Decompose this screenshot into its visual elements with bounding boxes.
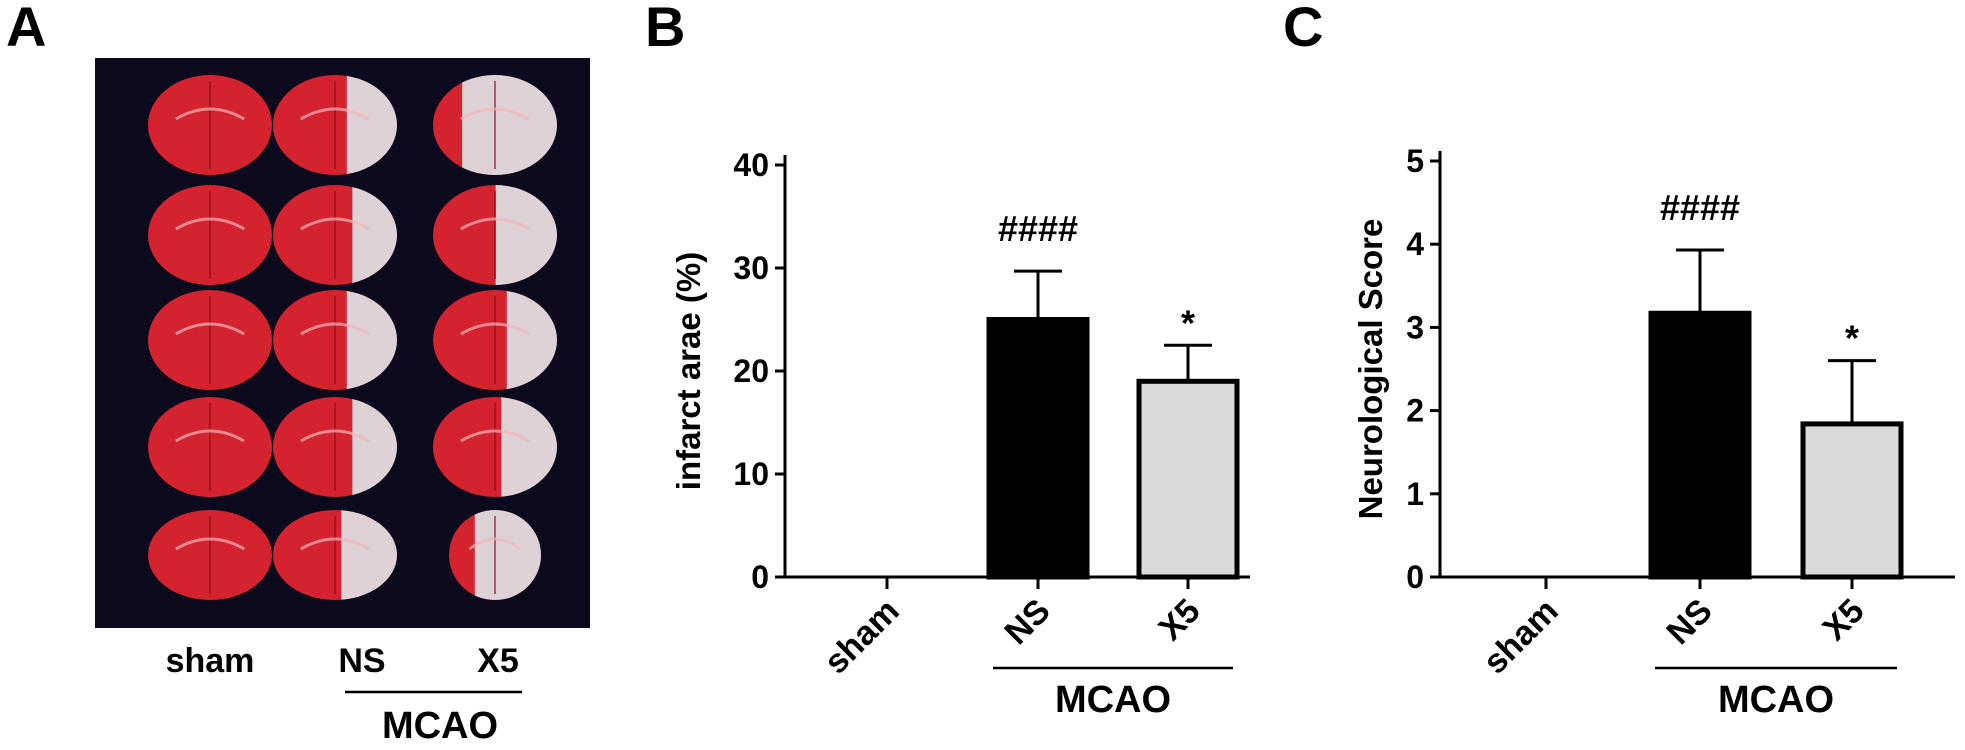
brain-slice	[273, 510, 397, 600]
slice-infarct	[462, 75, 557, 175]
chart-c: 0 1 2 3 4 5 Neurological Score sham #### NS * X5 MCA…	[1352, 143, 1955, 721]
brain-slice	[273, 185, 397, 285]
photo-group-label: MCAO	[382, 705, 498, 747]
slice-corpus-callosum	[460, 322, 530, 336]
y-axis-title: Neurological Score	[1352, 219, 1389, 520]
slice-corpus-callosum	[300, 537, 370, 551]
y-tick-label: 40	[733, 147, 769, 183]
x-tick-label: NS	[1659, 592, 1719, 652]
y-tick-label: 2	[1406, 393, 1424, 429]
bar-x5	[1136, 378, 1240, 580]
brain-slice	[273, 75, 397, 175]
brain-slices	[148, 75, 557, 600]
significance-label: *	[1845, 318, 1859, 359]
panel-a-letter: A	[6, 0, 46, 58]
y-tick-label: 0	[1406, 559, 1424, 595]
slice-corpus-callosum	[175, 429, 245, 443]
y-tick-label: 5	[1406, 143, 1424, 179]
y-tick-label: 10	[733, 456, 769, 492]
slice-corpus-callosum	[460, 217, 530, 231]
chart-b: 0 10 20 30 40 infarct arae (%) sham #### NS * X5 MC…	[670, 147, 1250, 721]
group-label: MCAO	[1055, 679, 1171, 721]
brain-slice	[148, 290, 272, 390]
photo-label-sham: sham	[166, 642, 255, 680]
photo-label-x5: X5	[477, 642, 519, 680]
slice-corpus-callosum	[300, 429, 370, 443]
panel-a: A sham NS X5 MCAO	[6, 0, 590, 747]
y-axis-title: infarct arae (%)	[670, 252, 707, 490]
brain-slice	[148, 75, 272, 175]
bar-ns	[1648, 310, 1752, 580]
significance-label: ####	[998, 208, 1078, 249]
bar-ns	[986, 317, 1090, 580]
x-tick-label: X5	[1815, 592, 1871, 648]
slice-corpus-callosum	[175, 537, 245, 551]
significance-label: ####	[1660, 187, 1740, 228]
y-tick-label: 4	[1406, 226, 1424, 262]
x-tick-label: X5	[1151, 592, 1207, 648]
panel-c: C 0 1 2 3 4 5 Neurological Score sham #### NS * X5 M…	[1283, 0, 1955, 721]
brain-slice	[148, 185, 272, 285]
brain-slice	[273, 290, 397, 390]
slice-corpus-callosum	[460, 107, 530, 121]
slice-corpus-callosum	[300, 322, 370, 336]
bar-x5	[1800, 421, 1904, 580]
panel-b: B 0 10 20 30 40 infarct arae (%) sham #### NS * X5…	[645, 0, 1250, 721]
brain-slice	[433, 185, 557, 285]
panel-b-letter: B	[645, 0, 685, 58]
slice-corpus-callosum	[460, 429, 530, 443]
brain-slice	[148, 397, 272, 497]
significance-label: *	[1181, 302, 1195, 343]
brain-slice	[433, 290, 557, 390]
y-tick-label: 1	[1406, 476, 1424, 512]
panel-c-letter: C	[1283, 0, 1323, 58]
x-tick-label: NS	[997, 592, 1057, 652]
slice-corpus-callosum	[175, 217, 245, 231]
slice-corpus-callosum	[175, 322, 245, 336]
slice-corpus-callosum	[300, 217, 370, 231]
brain-slice	[449, 510, 541, 600]
slice-corpus-callosum	[300, 107, 370, 121]
y-tick-label: 20	[733, 353, 769, 389]
y-tick-label: 3	[1406, 309, 1424, 345]
x-tick-label: sham	[1476, 592, 1566, 682]
y-tick-label: 30	[733, 250, 769, 286]
x-tick-label: sham	[817, 592, 907, 682]
brain-slice	[273, 397, 397, 497]
slice-corpus-callosum	[468, 537, 522, 551]
photo-label-ns: NS	[338, 642, 385, 680]
group-label: MCAO	[1718, 679, 1834, 721]
brain-slice	[148, 510, 272, 600]
brain-slice	[433, 397, 557, 497]
y-tick-label: 0	[751, 559, 769, 595]
slice-corpus-callosum	[175, 107, 245, 121]
brain-slice	[433, 75, 557, 175]
